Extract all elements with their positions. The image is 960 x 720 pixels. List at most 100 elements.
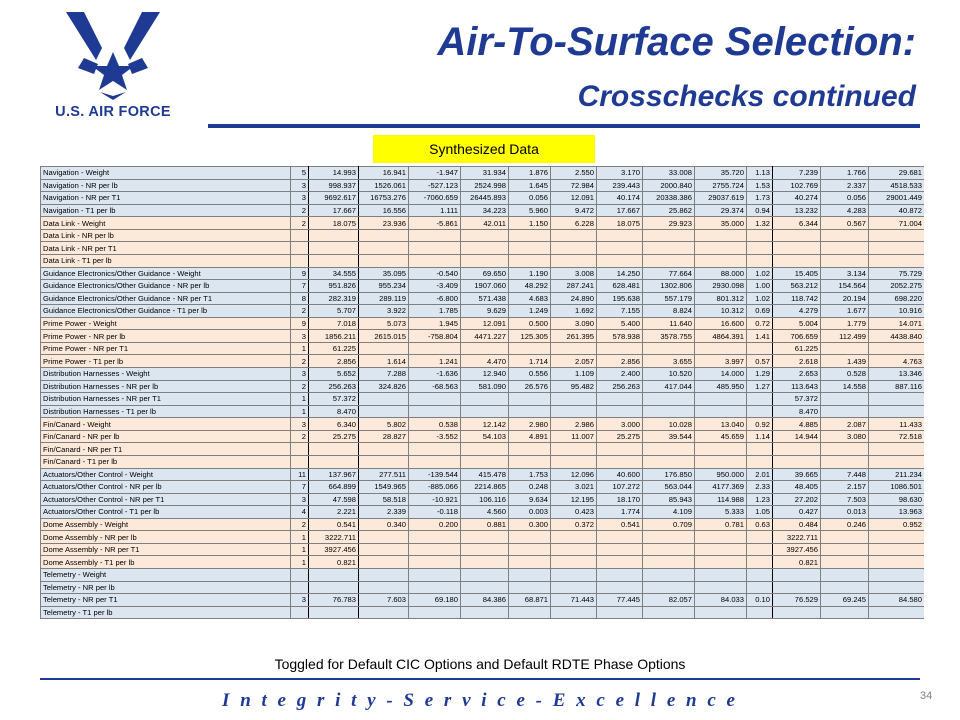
table-cell: 0.340 [358, 517, 409, 532]
table-cell: 1.439 [820, 354, 869, 368]
table-cell [868, 580, 924, 595]
table-cell [460, 555, 509, 569]
table-cell: 13.346 [868, 367, 924, 381]
row-count: 7 [290, 480, 309, 494]
table-cell [408, 605, 461, 620]
table-cell: 10.312 [694, 304, 747, 318]
table-cell: -0.118 [408, 505, 461, 519]
row-count: 3 [290, 492, 309, 507]
table-cell: 47.598 [308, 492, 359, 507]
row-count: 7 [290, 279, 309, 293]
table-cell: 5.400 [596, 316, 643, 331]
table-cell: 20.194 [820, 291, 869, 306]
table-cell [596, 542, 643, 557]
table-cell: 76.783 [308, 593, 359, 607]
table-cell [868, 404, 924, 419]
table-cell: 14.558 [820, 379, 869, 394]
table-cell: 4471.227 [460, 329, 509, 343]
table-cell: 1.109 [550, 367, 597, 381]
table-cell: 23.936 [358, 216, 409, 230]
row-label: Distribution Harnesses - T1 per lb [40, 404, 291, 419]
table-cell: 0.500 [508, 316, 551, 331]
table-cell: 239.443 [596, 178, 643, 193]
table-cell: 1.714 [508, 354, 551, 368]
table-cell [820, 568, 869, 582]
table-cell: 7.155 [596, 304, 643, 318]
table-cell [642, 442, 695, 456]
table-cell: 57.372 [308, 392, 359, 406]
table-cell: 72.518 [868, 429, 924, 444]
table-cell: 289.119 [358, 291, 409, 306]
table-row: Actuators/Other Control - T1 per lb 4 2.22… [40, 505, 924, 519]
table-cell: 4.279 [772, 304, 821, 318]
table-cell: 17.667 [308, 203, 359, 218]
table-cell [596, 253, 643, 268]
row-label: Distribution Harnesses - Weight [40, 367, 291, 381]
table-cell: 1.945 [408, 316, 461, 331]
table-cell: 75.729 [868, 266, 924, 281]
table-cell [694, 568, 747, 582]
table-cell: 26.576 [508, 379, 551, 394]
table-cell: 3222.711 [308, 530, 359, 544]
table-cell [596, 442, 643, 456]
table-cell [746, 542, 773, 557]
table-cell [868, 253, 924, 268]
table-cell: 12.091 [460, 316, 509, 331]
table-cell: 25.275 [596, 429, 643, 444]
table-cell: 1.190 [508, 266, 551, 281]
table-cell: 0.056 [508, 191, 551, 205]
table-cell: 3578.755 [642, 329, 695, 343]
table-cell: 61.225 [308, 341, 359, 356]
row-count: 3 [290, 417, 309, 431]
row-count [290, 253, 309, 268]
table-cell: 4.560 [460, 505, 509, 519]
row-count: 2 [290, 354, 309, 368]
table-cell: 5.707 [308, 304, 359, 318]
table-cell: 1.02 [746, 291, 773, 306]
table-row: Navigation - T1 per lb 2 17.667 16.556 1.111… [40, 203, 924, 218]
table-cell [746, 454, 773, 469]
table-cell [408, 392, 461, 406]
table-cell: 4.470 [460, 354, 509, 368]
table-cell: 2.653 [772, 367, 821, 381]
table-cell: 35.720 [694, 166, 747, 180]
table-cell [642, 580, 695, 595]
table-cell [408, 341, 461, 356]
table-cell: 1.73 [746, 191, 773, 205]
table-cell [508, 241, 551, 255]
table-cell: 61.225 [772, 341, 821, 356]
table-cell: 1.23 [746, 492, 773, 507]
page-subtitle: Crosschecks continued [577, 80, 916, 113]
table-cell [358, 542, 409, 557]
table-cell: 5.960 [508, 203, 551, 218]
table-cell: 16.600 [694, 316, 747, 331]
row-count [290, 454, 309, 469]
table-cell [694, 530, 747, 544]
table-cell [868, 454, 924, 469]
table-cell: 76.529 [772, 593, 821, 607]
row-count [290, 580, 309, 595]
table-cell: 2214.865 [460, 480, 509, 494]
table-cell [746, 392, 773, 406]
table-row: Distribution Harnesses - Weight 3 5.652 7.2… [40, 367, 924, 381]
table-row: Navigation - NR per lb 3 998.937 1526.061 -5… [40, 178, 924, 193]
table-cell: 0.556 [508, 367, 551, 381]
table-cell [550, 605, 597, 620]
table-cell: 1.02 [746, 266, 773, 281]
table-cell: 69.245 [820, 593, 869, 607]
table-cell [772, 228, 821, 243]
table-cell [408, 404, 461, 419]
table-cell: 48.292 [508, 279, 551, 293]
table-cell: 698.220 [868, 291, 924, 306]
row-label: Prime Power - NR per lb [40, 329, 291, 343]
table-cell [694, 392, 747, 406]
table-row: Prime Power - T1 per lb 2 2.856 1.614 1.241 4… [40, 354, 924, 368]
table-cell: 557.179 [642, 291, 695, 306]
table-cell: 1.249 [508, 304, 551, 318]
table-cell: 0.567 [820, 216, 869, 230]
table-cell [596, 241, 643, 255]
table-cell: 2755.724 [694, 178, 747, 193]
table-cell [596, 454, 643, 469]
table-cell: 68.871 [508, 593, 551, 607]
table-cell [308, 241, 359, 255]
